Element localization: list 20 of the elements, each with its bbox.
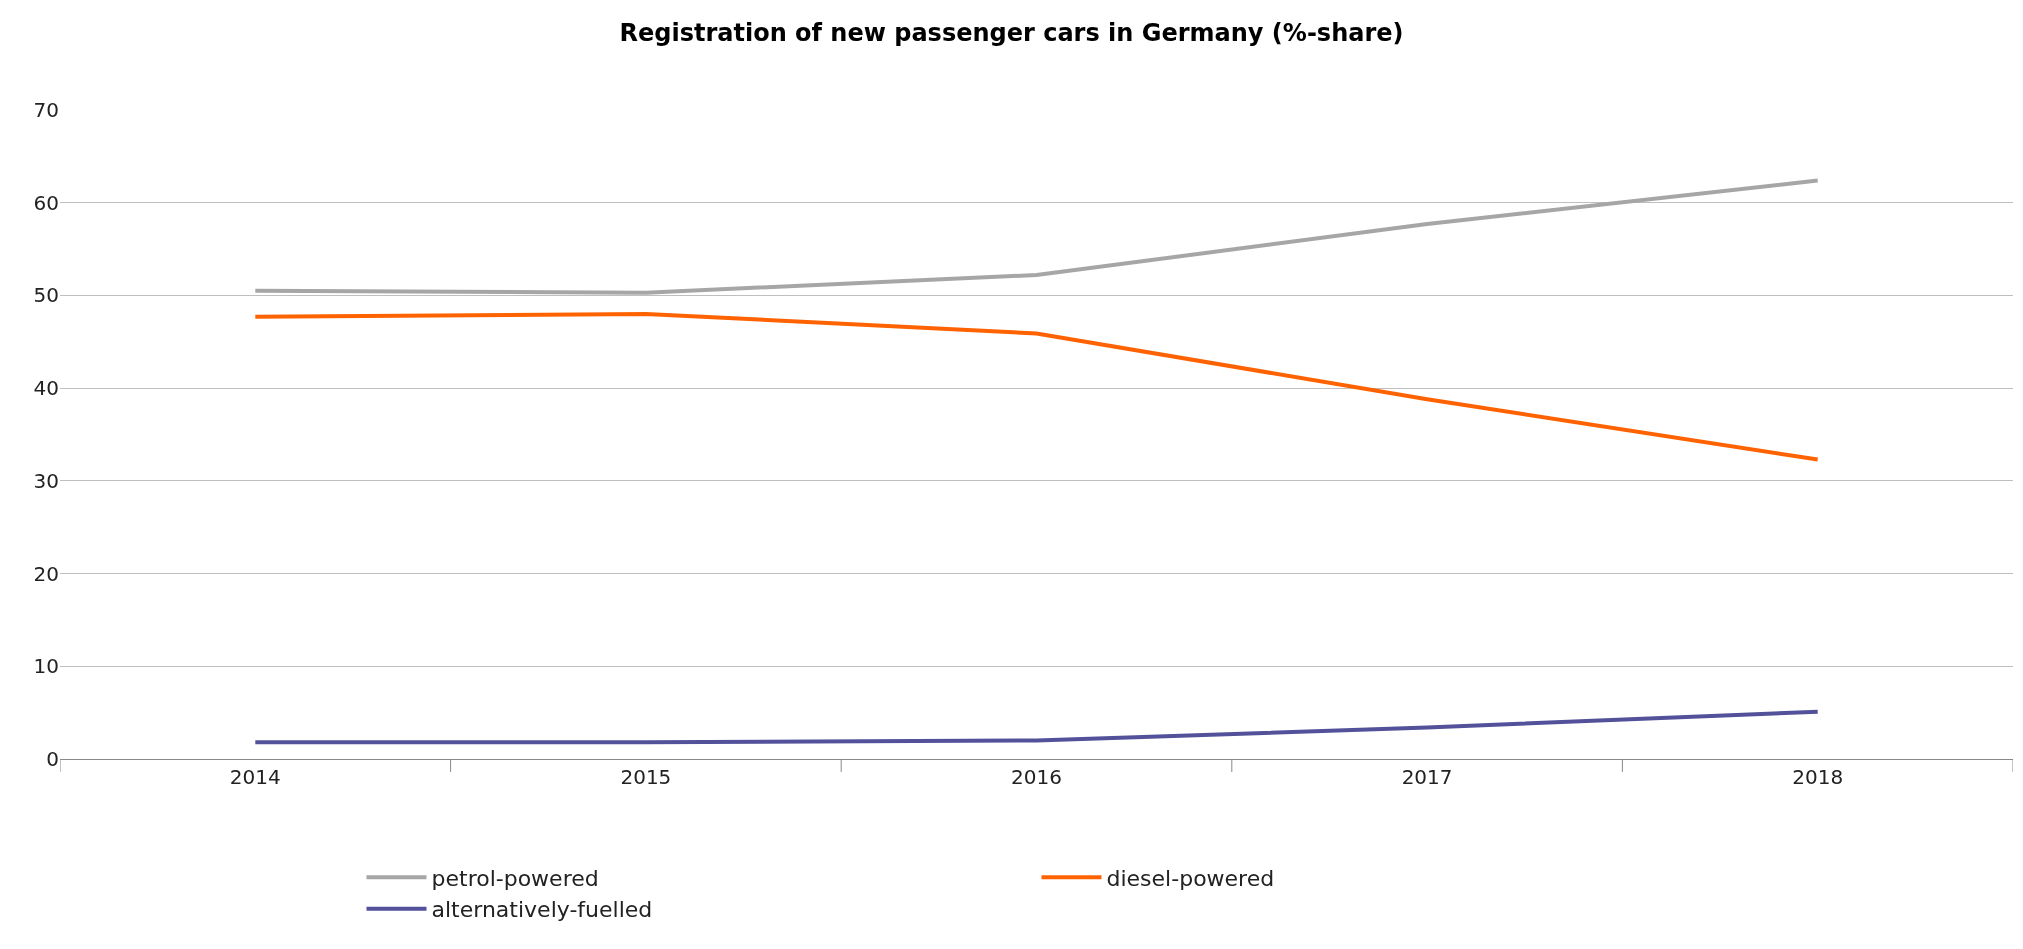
y-tick-label: 60 [33, 190, 59, 215]
line-series [253, 709, 1820, 745]
chart-title: Registration of new passenger cars in Germany (%-share) [619, 18, 1404, 47]
x-tick-label: 2017 [1401, 765, 1453, 789]
y-tick-label: 40 [33, 376, 59, 401]
line-series [253, 178, 1820, 295]
x-tick-label: 2018 [1792, 765, 1844, 789]
y-tick-label: 0 [46, 747, 59, 771]
legend-label: petrol-powered [431, 865, 599, 891]
x-tick-label: 2014 [229, 765, 281, 789]
x-tick-label: 2015 [620, 765, 672, 789]
y-tick-label: 50 [33, 283, 59, 308]
y-tick-label: 10 [33, 654, 59, 679]
x-tick-label: 2016 [1011, 765, 1062, 789]
y-tick-label: 20 [33, 561, 59, 586]
line-series [253, 311, 1820, 462]
y-tick-label: 30 [33, 468, 59, 493]
legend-label: alternatively-fuelled [431, 897, 653, 923]
y-tick-label: 70 [33, 98, 59, 122]
legend-label: diesel-powered [1106, 865, 1275, 891]
